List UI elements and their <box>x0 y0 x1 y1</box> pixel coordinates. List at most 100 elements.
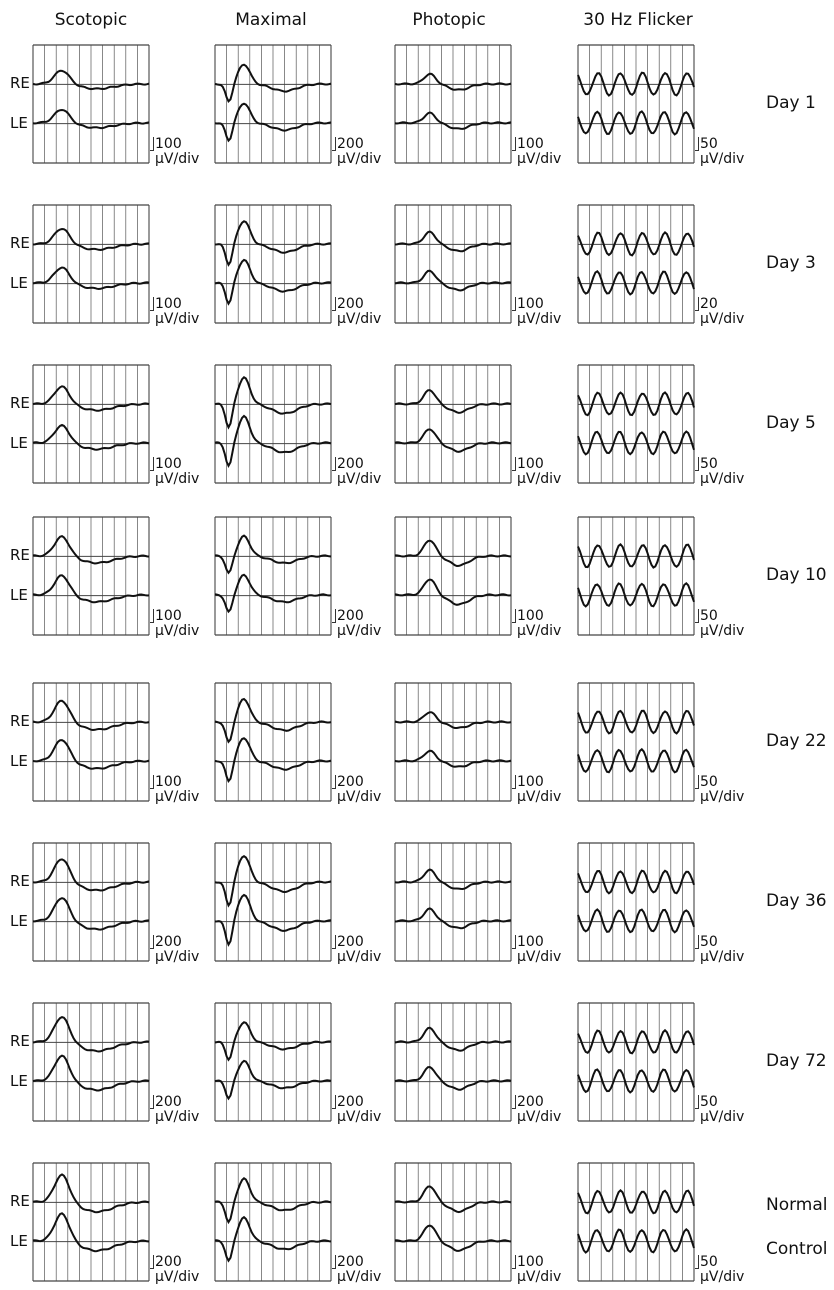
erg-panel <box>577 1162 695 1282</box>
column-header: Photopic <box>412 10 486 30</box>
scale-unit: μV/div <box>517 311 562 327</box>
scale-bracket <box>695 457 699 471</box>
scale-unit: μV/div <box>337 1109 382 1125</box>
scale-label: 50 μV/div <box>695 935 744 965</box>
scale-bracket <box>332 935 336 949</box>
scale-value: 50 <box>700 1094 718 1110</box>
eye-label-re: RE <box>10 74 30 92</box>
scale-bracket <box>512 1255 516 1269</box>
scale-value: 200 <box>337 774 364 790</box>
re-trace <box>577 709 695 735</box>
re-trace <box>394 389 512 414</box>
scale-unit: μV/div <box>517 151 562 167</box>
scale-bracket <box>512 935 516 949</box>
scale-label: 200 μV/div <box>150 1255 200 1285</box>
row-label: Normal <box>766 1195 828 1215</box>
scale-label: 100 μV/div <box>150 297 199 327</box>
erg-panel <box>394 364 512 484</box>
scale-value: 200 <box>155 934 182 950</box>
re-trace <box>394 230 511 253</box>
scale-value: 200 <box>155 1094 182 1110</box>
scale-value: 50 <box>700 136 718 152</box>
re-trace <box>577 1189 695 1215</box>
le-trace <box>577 581 695 608</box>
le-trace <box>577 430 695 456</box>
scale-value: 50 <box>700 456 718 472</box>
scale-unit: μV/div <box>700 789 745 805</box>
scale-value: 200 <box>517 1094 544 1110</box>
scale-unit: μV/div <box>155 949 200 965</box>
erg-panel <box>32 516 150 636</box>
scale-label: 100 μV/div <box>150 457 199 487</box>
re-trace <box>577 231 695 257</box>
le-trace <box>32 739 150 770</box>
scale-unit: μV/div <box>337 789 382 805</box>
scale-unit: μV/div <box>517 789 562 805</box>
erg-panel <box>394 204 512 324</box>
scale-label: 200 μV/div <box>332 1095 382 1125</box>
le-trace <box>394 428 512 453</box>
scale-bracket <box>695 1095 699 1109</box>
scale-bracket <box>512 775 516 789</box>
scale-value: 200 <box>337 608 364 624</box>
le-trace <box>214 573 332 614</box>
scale-unit: μV/div <box>700 623 745 639</box>
erg-panel <box>394 1162 512 1282</box>
erg-panel <box>577 516 695 636</box>
le-trace <box>577 269 695 296</box>
scale-bracket <box>150 457 154 471</box>
scale-unit: μV/div <box>700 1109 745 1125</box>
scale-label: 100 μV/div <box>150 774 199 805</box>
erg-panel <box>32 44 150 164</box>
le-trace <box>577 908 695 934</box>
scale-bracket <box>512 457 516 471</box>
erg-panel <box>394 1002 512 1122</box>
erg-panel <box>214 842 332 962</box>
scale-value: 100 <box>517 934 544 950</box>
le-trace <box>214 893 332 947</box>
scale-label: 100 μV/div <box>150 609 199 639</box>
row-label: Day 5 <box>766 413 816 433</box>
scale-bracket <box>332 609 336 623</box>
re-trace <box>577 71 695 97</box>
le-trace <box>32 266 150 291</box>
scale-label: 50 μV/div <box>695 1094 745 1125</box>
scale-bracket <box>512 297 516 311</box>
eye-label-re: RE <box>10 712 30 730</box>
erg-panel <box>394 682 512 802</box>
le-trace <box>214 102 332 143</box>
eye-label-le: LE <box>10 1232 28 1250</box>
erg-panel <box>577 842 695 962</box>
scale-bracket <box>150 297 154 311</box>
row-label: Day 36 <box>766 891 827 911</box>
scale-value: 50 <box>700 774 718 790</box>
erg-panel <box>32 682 150 802</box>
scale-bracket <box>695 1255 699 1269</box>
scale-value: 100 <box>155 774 182 790</box>
scale-unit: μV/div <box>155 1269 200 1285</box>
eye-label-le: LE <box>10 752 28 770</box>
le-trace <box>214 1059 332 1101</box>
le-trace <box>394 1065 512 1091</box>
scale-bracket <box>332 775 336 789</box>
erg-panel <box>32 1162 150 1282</box>
scale-label: 200 μV/div <box>332 935 381 965</box>
scale-bracket <box>150 775 154 789</box>
scale-label: 200 μV/div <box>512 1094 561 1125</box>
erg-panel <box>32 1002 150 1122</box>
re-trace <box>214 1177 332 1225</box>
re-trace <box>32 1173 150 1214</box>
scale-value: 100 <box>517 774 544 790</box>
re-trace <box>32 858 150 892</box>
re-trace <box>394 711 512 729</box>
scale-unit: μV/div <box>700 151 745 167</box>
scale-unit: μV/div <box>337 311 382 327</box>
eye-label-re: RE <box>10 546 30 564</box>
le-trace <box>577 110 695 136</box>
le-trace <box>32 574 150 604</box>
erg-panel <box>394 516 512 636</box>
scale-label: 100 μV/div <box>512 934 561 965</box>
eye-label-re: RE <box>10 1032 30 1050</box>
scale-value: 50 <box>700 1254 718 1270</box>
re-trace <box>32 69 150 91</box>
